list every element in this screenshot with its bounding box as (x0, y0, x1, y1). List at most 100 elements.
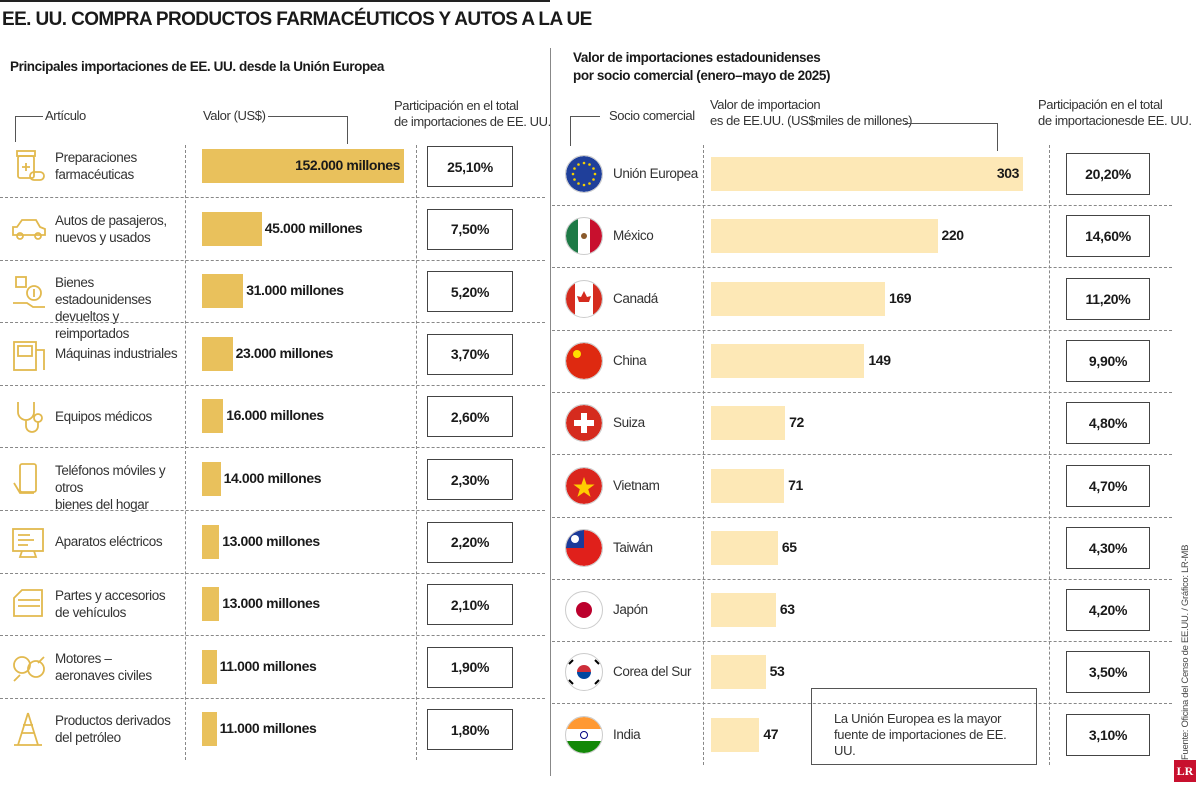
item-label-line: Autos de pasajeros, (55, 212, 167, 228)
china-flag-icon (564, 341, 604, 381)
row-divider (0, 572, 545, 574)
item-label: Autos de pasajeros, nuevos y usados (55, 212, 190, 246)
value-bar (711, 281, 886, 316)
canada-flag-icon (564, 279, 604, 319)
value-label: 31.000 millones (246, 282, 344, 299)
value-bar (711, 717, 760, 752)
item-label-line: aeronaves civiles (55, 667, 152, 683)
share-box: 3,50% (1066, 651, 1150, 694)
oil-derrick-icon (10, 711, 48, 749)
value-bar (202, 149, 404, 183)
leader-line (997, 123, 998, 151)
value-bar (202, 524, 220, 559)
value-bar (202, 462, 221, 496)
share-box: 5,20% (427, 271, 513, 313)
partner-label: Canadá (613, 290, 658, 306)
row-divider (0, 697, 545, 699)
share-box: 4,20% (1066, 589, 1150, 632)
leader-line (570, 116, 571, 146)
value-label: 65 (781, 538, 797, 555)
row-divider (0, 635, 545, 637)
south-korea-flag-icon (564, 652, 604, 692)
returned-goods-icon (10, 273, 48, 311)
share-header-right: Participación en el total de importacion… (1038, 97, 1192, 129)
value-label: 71 (788, 476, 803, 493)
value-bar (202, 649, 217, 684)
value-bar (711, 593, 776, 628)
value-bar (202, 587, 220, 622)
item-label: Máquinas industriales (55, 345, 190, 362)
value-header-right: Valor de importacion es de EE.UU. (US$mi… (710, 97, 912, 129)
share-header: Participación en el total de importacion… (394, 98, 551, 130)
share-box: 7,50% (427, 208, 513, 250)
row-divider (552, 267, 1172, 269)
share-box: 2,10% (427, 584, 513, 626)
item-label: Motores – aeronaves civiles (55, 650, 190, 684)
value-bar (202, 336, 233, 371)
value-bar (202, 712, 217, 747)
row-divider (0, 447, 545, 449)
row-divider (552, 329, 1172, 331)
value-bar (202, 274, 244, 309)
value-label: 149 (868, 351, 891, 368)
row-divider (552, 391, 1172, 393)
value-label: 303 (996, 165, 1020, 181)
item-label: Bienes estadounidenses devueltos y reimpo… (55, 274, 190, 342)
item-label: Equipos médicos (55, 408, 190, 425)
value-bar (711, 406, 786, 441)
leader-line (15, 116, 16, 142)
value-bar (711, 343, 865, 378)
value-label: 16.000 millones (226, 407, 324, 424)
row-divider (0, 197, 545, 198)
value-label: 11.000 millones (219, 720, 317, 737)
row-divider (0, 384, 545, 386)
share-box: 4,70% (1066, 464, 1150, 507)
item-label-line: bienes del hogar (55, 497, 149, 512)
mexico-flag-icon (564, 216, 604, 256)
partner-label: Corea del Sur (613, 664, 692, 680)
value-bar (711, 530, 778, 565)
leader-line (347, 116, 348, 144)
vietnam-flag-icon (564, 466, 604, 506)
row-divider (552, 516, 1172, 518)
value-label: 63 (779, 601, 795, 618)
value-label: 45.000 millones (264, 219, 363, 236)
electrical-appliance-icon (10, 524, 48, 562)
value-label: 11.000 millones (219, 657, 317, 674)
panel-separator (550, 48, 551, 776)
share-box: 3,10% (1066, 713, 1150, 756)
row-divider (0, 322, 545, 324)
leader-line (268, 116, 348, 117)
engine-icon (10, 649, 48, 687)
item-label-line: devueltos y reimportados (55, 309, 129, 342)
row-divider (552, 454, 1172, 456)
item-label: Partes y accesorios de vehículos (55, 587, 190, 621)
item-label-line: Teléfonos móviles y otros (55, 463, 166, 495)
value-bar (711, 468, 785, 503)
row-divider (0, 259, 545, 261)
leader-line (15, 116, 43, 117)
share-box: 1,80% (427, 709, 513, 751)
eu-flag-icon (564, 154, 604, 194)
page-title: EE. UU. COMPRA PRODUCTOS FARMACÉUTICOS Y… (2, 9, 592, 30)
item-label-line: Motores – (55, 650, 112, 666)
share-box: 3,70% (427, 333, 513, 375)
share-header-line: Participación en el total (394, 98, 519, 113)
partner-label: México (613, 228, 654, 244)
source-credit: Fuente: Oficina del Censo de EE.UU. / Gr… (1180, 544, 1191, 760)
note-box: La Unión Europea es la mayor fuente de i… (811, 688, 1037, 765)
item-label-line: Partes y accesorios (55, 588, 166, 604)
top-rule (0, 0, 550, 2)
partner-label: Taiwán (613, 539, 653, 555)
partner-label: Vietnam (613, 477, 660, 493)
item-label-line: Bienes estadounidenses (55, 275, 152, 308)
leader-line (570, 116, 600, 117)
item-label-line: Equipos médicos (55, 408, 152, 424)
car-parts-icon (10, 586, 48, 624)
value-header: Valor (US$) (203, 108, 266, 123)
item-label-line: Productos derivados (55, 713, 171, 729)
value-bar (202, 211, 262, 246)
share-box: 2,30% (427, 459, 513, 500)
pill-bottle-icon (10, 148, 48, 186)
stethoscope-icon (10, 398, 48, 436)
